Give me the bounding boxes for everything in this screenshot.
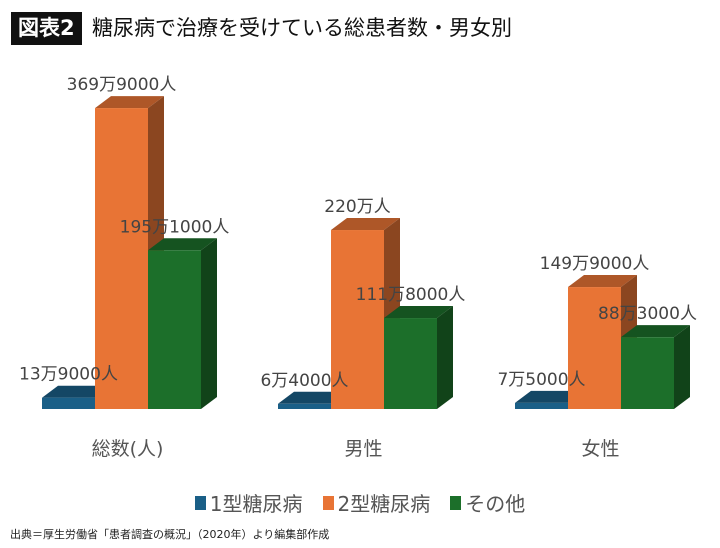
legend: 1型糖尿病 2型糖尿病 その他	[0, 488, 720, 517]
bar	[621, 337, 674, 409]
bar-top	[278, 391, 347, 404]
legend-item: 1型糖尿病	[194, 488, 303, 517]
category-label: 女性	[581, 438, 619, 460]
data-label: 220万人	[324, 197, 390, 217]
bar-side	[674, 325, 690, 409]
category-label: 男性	[344, 438, 382, 460]
bar	[331, 230, 384, 409]
bar-top	[568, 275, 637, 288]
data-label: 149万9000人	[540, 254, 650, 274]
legend-label: 1型糖尿病	[209, 492, 303, 516]
data-label: 369万9000人	[67, 75, 177, 95]
legend-item: 2型糖尿病	[322, 488, 431, 517]
category-label: 総数(人)	[92, 438, 164, 460]
data-label: 6万4000人	[260, 371, 348, 391]
legend-swatch	[450, 495, 462, 510]
bar	[568, 287, 621, 409]
data-label: 7万5000人	[497, 370, 585, 390]
bar	[42, 397, 95, 409]
bar-top	[384, 306, 453, 319]
legend-item: その他	[450, 488, 525, 517]
bar-top	[95, 96, 164, 109]
legend-swatch	[322, 495, 334, 510]
data-label: 111万8000人	[356, 285, 466, 305]
data-label: 13万9000人	[19, 365, 118, 385]
legend-label: その他	[465, 492, 526, 516]
data-label: 88万3000人	[598, 304, 697, 324]
bar	[148, 250, 201, 409]
source-note: 出典＝厚生労働省「患者調査の概況」（2020年）より編集部作成	[10, 528, 330, 541]
figure-badge: 図表2	[11, 12, 82, 45]
bar-top	[331, 218, 400, 231]
legend-label: 2型糖尿病	[337, 492, 431, 516]
bar-side	[437, 306, 453, 409]
bar-top	[621, 325, 690, 338]
bar-side	[201, 238, 217, 409]
data-label: 195万1000人	[120, 217, 230, 237]
bar	[384, 318, 437, 409]
bar-top	[148, 238, 217, 251]
bar-top	[515, 390, 584, 403]
bar	[95, 108, 148, 409]
chart-title: 糖尿病で治療を受けている総患者数・男女別	[92, 16, 512, 40]
bar	[278, 403, 331, 409]
bar	[515, 402, 568, 409]
legend-swatch	[194, 495, 206, 510]
bar-top	[42, 385, 111, 398]
